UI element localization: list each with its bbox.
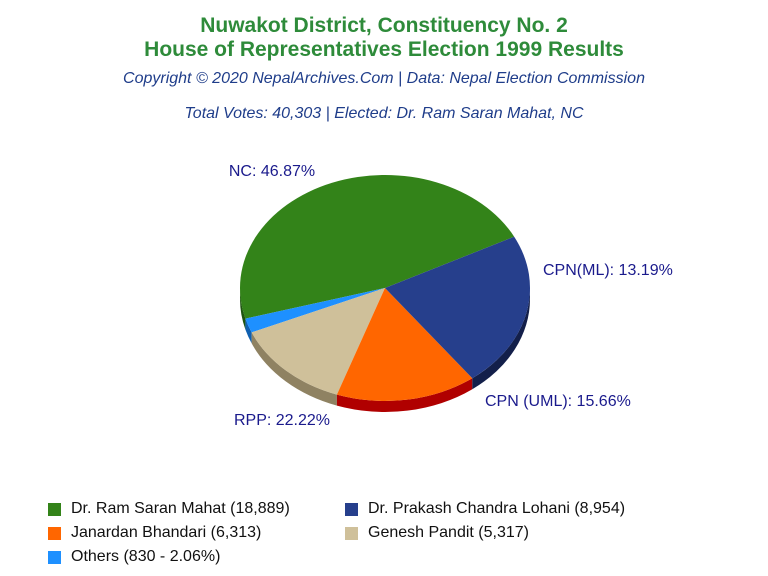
legend-swatch [345, 526, 358, 540]
legend-label: Janardan Bhandari (6,313) [71, 524, 262, 541]
copyright-subtitle: Copyright © 2020 NepalArchives.Com | Dat… [123, 70, 645, 87]
vote-summary: Total Votes: 40,303 | Elected: Dr. Ram S… [184, 105, 584, 122]
legend-swatch [345, 502, 358, 516]
legend-swatch [48, 526, 61, 540]
pie-side-1 [245, 318, 252, 344]
pie-side-2 [251, 332, 337, 406]
slice-label-0: NC: 46.87% [229, 163, 315, 180]
chart-title-line-1: Nuwakot District, Constituency No. 2 [200, 14, 568, 37]
pie-side-4 [472, 288, 530, 390]
legend-swatch [48, 502, 61, 516]
legend-label: Dr. Ram Saran Mahat (18,889) [71, 500, 290, 517]
legend-item: Others (830 - 2.06%) [48, 548, 220, 566]
slice-label-3: CPN (UML): 15.66% [485, 393, 631, 410]
pie-slice-1 [245, 288, 385, 333]
pie-side-0 [240, 288, 246, 330]
slice-label-2: CPN(ML): 13.19% [543, 262, 673, 279]
pie-slice-3 [336, 288, 473, 401]
legend-label: Genesh Pandit (5,317) [368, 524, 529, 541]
pie-slice-4 [385, 236, 530, 379]
pie-slice-0 [239, 174, 515, 319]
legend-item: Dr. Prakash Chandra Lohani (8,954) [345, 500, 625, 518]
legend-label: Others (830 - 2.06%) [71, 548, 221, 565]
chart-title-line-2: House of Representatives Election 1999 R… [144, 38, 624, 61]
pie-side-3 [336, 378, 473, 412]
legend-label: Dr. Prakash Chandra Lohani (8,954) [368, 500, 626, 517]
legend-item: Janardan Bhandari (6,313) [48, 524, 261, 542]
legend-item: Genesh Pandit (5,317) [345, 524, 529, 542]
legend-item: Dr. Ram Saran Mahat (18,889) [48, 500, 290, 518]
pie-slice-2 [251, 288, 385, 395]
legend-swatch [48, 550, 61, 564]
slice-label-4: RPP: 22.22% [234, 412, 330, 429]
